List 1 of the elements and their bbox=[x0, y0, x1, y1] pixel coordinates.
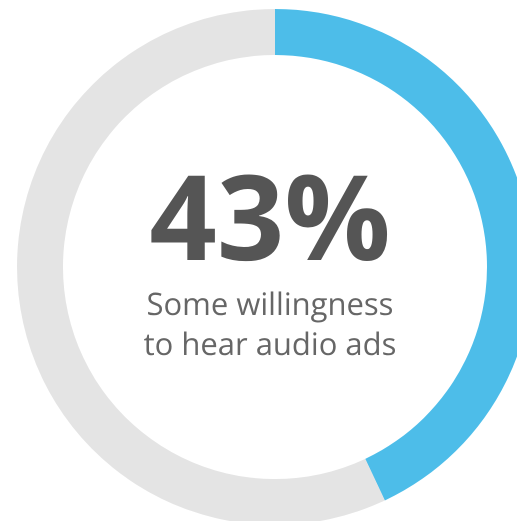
slice-label: Some willingness to hear audio ads bbox=[142, 283, 398, 365]
